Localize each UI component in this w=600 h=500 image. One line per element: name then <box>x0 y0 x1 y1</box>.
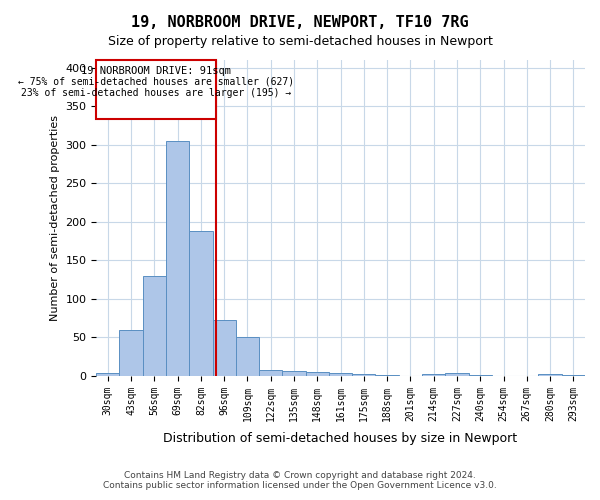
Bar <box>96 373 119 376</box>
Bar <box>376 375 399 376</box>
Bar <box>283 372 305 376</box>
Bar <box>445 373 469 376</box>
Text: 23% of semi-detached houses are larger (195) →: 23% of semi-detached houses are larger (… <box>21 88 291 98</box>
X-axis label: Distribution of semi-detached houses by size in Newport: Distribution of semi-detached houses by … <box>163 432 518 445</box>
Text: Size of property relative to semi-detached houses in Newport: Size of property relative to semi-detach… <box>107 35 493 48</box>
Bar <box>329 373 352 376</box>
Bar <box>236 338 259 376</box>
Bar <box>352 374 376 376</box>
Y-axis label: Number of semi-detached properties: Number of semi-detached properties <box>50 115 60 321</box>
Bar <box>538 374 562 376</box>
Bar <box>143 276 166 376</box>
Bar <box>259 370 283 376</box>
Text: 19 NORBROOM DRIVE: 91sqm: 19 NORBROOM DRIVE: 91sqm <box>81 66 231 76</box>
Bar <box>212 320 236 376</box>
Bar <box>562 375 585 376</box>
Bar <box>305 372 329 376</box>
Bar <box>119 330 143 376</box>
Text: Contains HM Land Registry data © Crown copyright and database right 2024.
Contai: Contains HM Land Registry data © Crown c… <box>103 470 497 490</box>
Bar <box>96 60 216 120</box>
Bar <box>469 375 492 376</box>
Text: ← 75% of semi-detached houses are smaller (627): ← 75% of semi-detached houses are smalle… <box>18 77 294 87</box>
Bar <box>422 374 445 376</box>
Bar <box>166 141 189 376</box>
Text: 19, NORBROOM DRIVE, NEWPORT, TF10 7RG: 19, NORBROOM DRIVE, NEWPORT, TF10 7RG <box>131 15 469 30</box>
Bar <box>189 231 212 376</box>
